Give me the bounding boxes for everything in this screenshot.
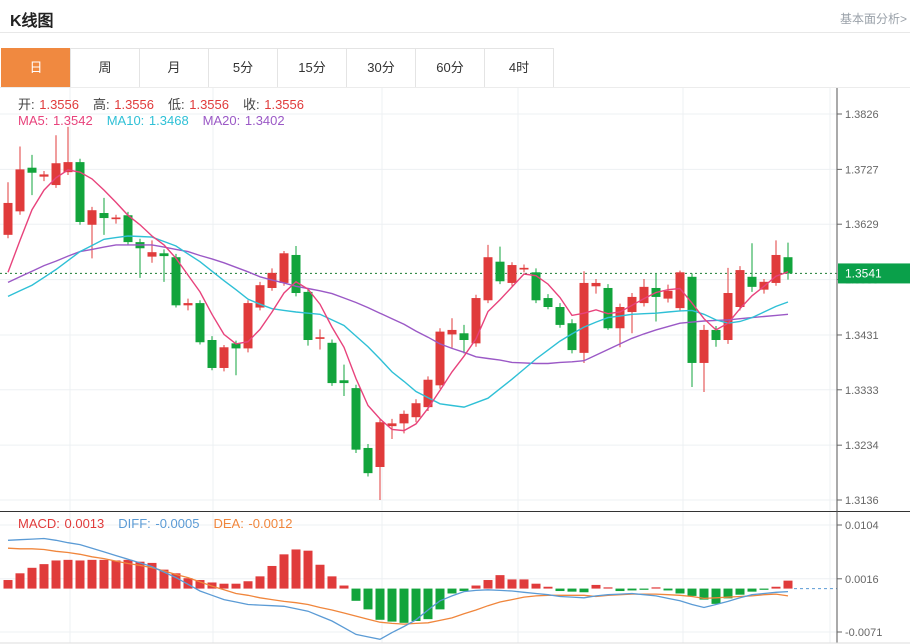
tab-timeframe-3[interactable]: 5分: [208, 48, 278, 88]
tab-timeframe-5[interactable]: 30分: [346, 48, 416, 88]
legend-item: 低: 1.3556: [168, 97, 229, 112]
svg-text:1.3541: 1.3541: [845, 266, 882, 280]
svg-text:0.0104: 0.0104: [845, 520, 879, 532]
legend-item: 高: 1.3556: [93, 97, 154, 112]
legend-item: DIFF: -0.0005: [118, 516, 200, 531]
legend-item: MA5: 1.3542: [18, 113, 93, 128]
fundamental-analysis-link[interactable]: 基本面分析>: [839, 12, 907, 26]
tabs-underline: [0, 87, 910, 88]
svg-text:-0.0071: -0.0071: [845, 627, 882, 639]
legend-item: MA10: 1.3468: [106, 113, 189, 128]
svg-text:1.3234: 1.3234: [845, 440, 879, 452]
ma-legend: MA5: 1.3542 MA10: 1.3468 MA20: 1.3402: [18, 113, 299, 128]
svg-text:1.3629: 1.3629: [845, 219, 879, 231]
ohlc-legend: 开: 1.3556 高: 1.3556 低: 1.3556 收: 1.3556: [18, 94, 318, 113]
svg-text:1.3431: 1.3431: [845, 330, 879, 342]
tab-timeframe-1[interactable]: 周: [70, 48, 140, 88]
page-title: K线图: [10, 13, 54, 30]
tab-timeframe-4[interactable]: 15分: [277, 48, 347, 88]
current-price-badge: 1.3541: [838, 263, 910, 284]
svg-text:1.3136: 1.3136: [845, 495, 879, 507]
macd-histogram: [3, 549, 793, 623]
legend-item: MA20: 1.3402: [202, 113, 285, 128]
tab-timeframe-7[interactable]: 4时: [484, 48, 554, 88]
timeframe-tabs: 日周月 5分 15分 30分 60分 4时: [1, 48, 554, 88]
macd-legend: MACD: 0.0013 DIFF: -0.0005 DEA: -0.0012: [18, 516, 307, 531]
legend-item: MACD: 0.0013: [18, 516, 105, 531]
page-header: K线图 基本面分析>: [0, 0, 910, 33]
candles: [3, 126, 793, 500]
tab-timeframe-2[interactable]: 月: [139, 48, 209, 88]
legend-item: 开: 1.3556: [18, 97, 79, 112]
svg-text:0.0016: 0.0016: [845, 574, 879, 586]
legend-item: 收: 1.3556: [243, 97, 304, 112]
svg-text:1.3727: 1.3727: [845, 164, 879, 176]
svg-text:1.3826: 1.3826: [845, 109, 879, 121]
tab-timeframe-6[interactable]: 60分: [415, 48, 485, 88]
legend-item: DEA: -0.0012: [213, 516, 293, 531]
tab-timeframe-0[interactable]: 日: [1, 48, 71, 88]
svg-text:1.3333: 1.3333: [845, 385, 879, 397]
